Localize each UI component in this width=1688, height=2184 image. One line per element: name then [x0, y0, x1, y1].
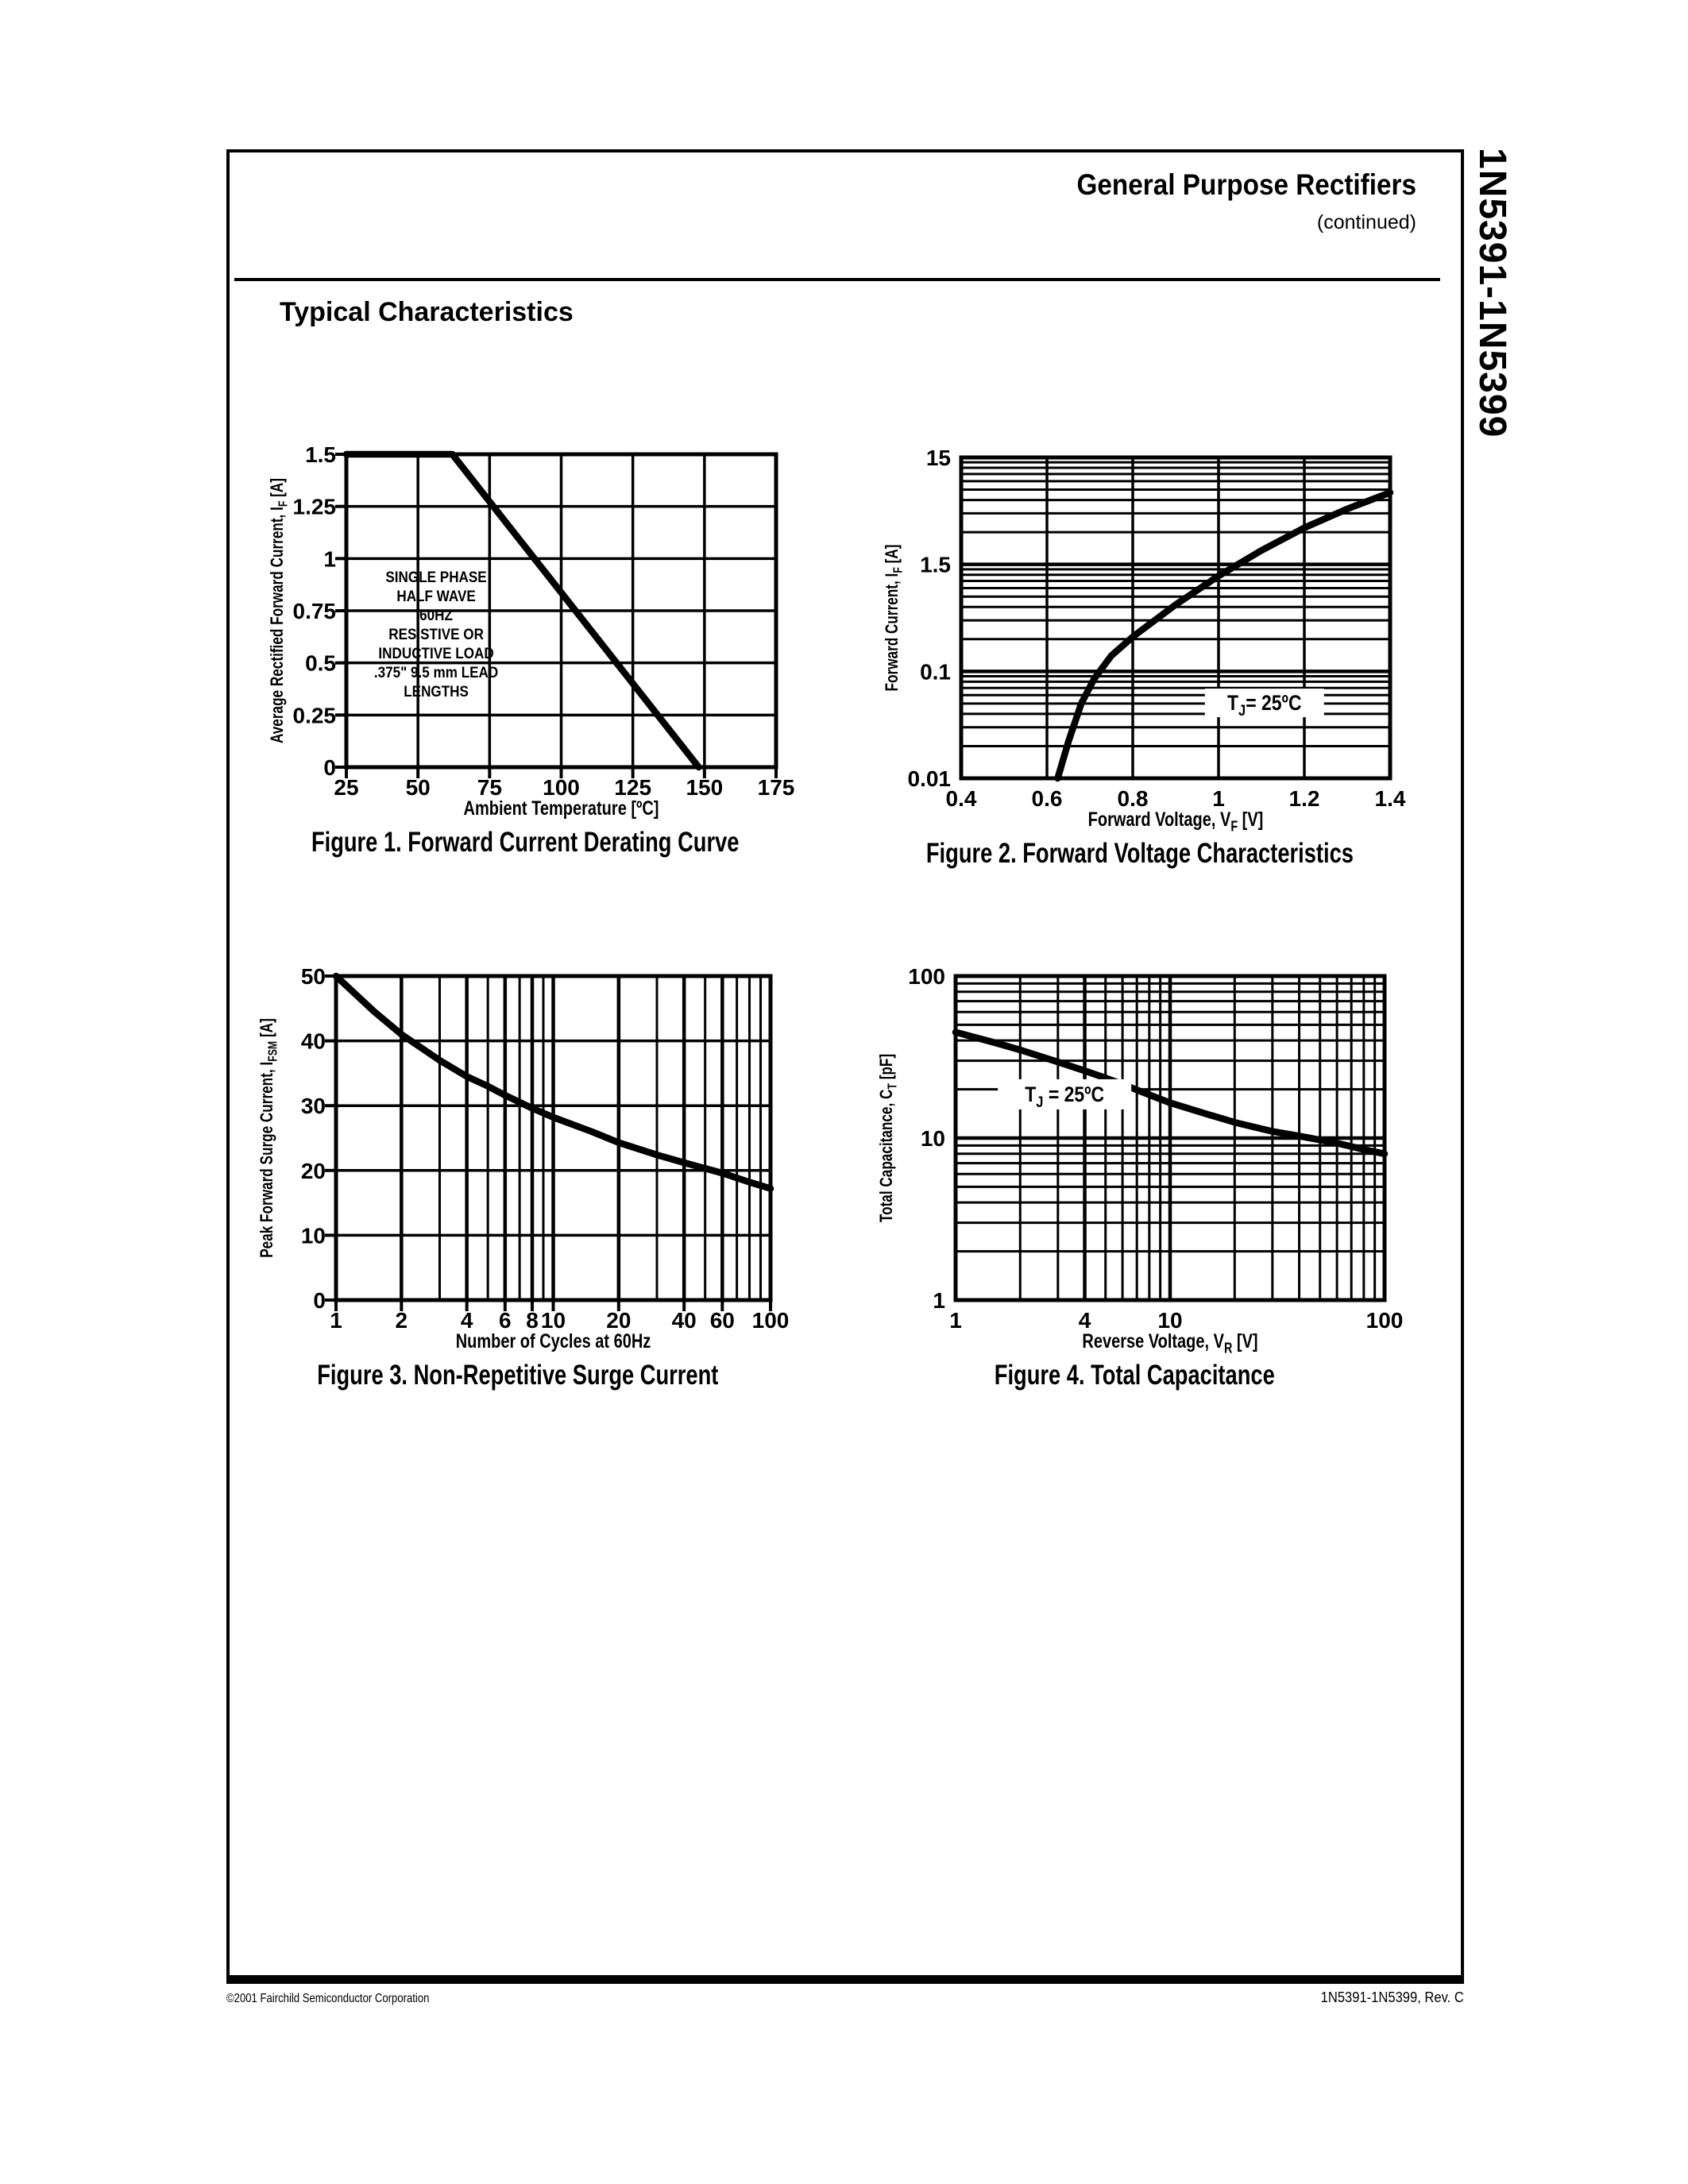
figure-2-x-tick: 0.8 [1118, 786, 1149, 811]
figure-4-caption: Figure 4. Total Capacitance [994, 1360, 1275, 1391]
figure-1-note-line: SINGLE PHASE [385, 569, 486, 586]
figure-4-curve [952, 1028, 1389, 1158]
figure-4-x-tick: 10 [1157, 1308, 1182, 1333]
figure-4-y-title: Total Capacitance, CT [pF] [876, 1054, 900, 1222]
figure-4-y-tick: 1 [933, 1288, 945, 1313]
figure-4-y-tick: 10 [921, 1126, 945, 1151]
figure-2-y-tick: 0.1 [920, 659, 951, 684]
figure-4-annotation: TJ = 25ºC [1025, 1082, 1104, 1111]
figure-3-caption: Figure 3. Non-Repetitive Surge Current [316, 1360, 719, 1391]
figure-1-chart: SINGLE PHASE HALF WAVE 60HZ RESISTIVE OR IND… [267, 442, 795, 820]
figure-1-x-tick: 25 [334, 775, 358, 800]
figure-1-note-line: HALF WAVE [396, 588, 475, 605]
figure-3-x-tick: 100 [752, 1308, 790, 1333]
figure-2-y-tick: 15 [926, 446, 951, 470]
figure-1-note-line: INDUCTIVE LOAD [378, 646, 493, 662]
footer-revision: 1N5391-1N5399, Rev. C [1320, 1989, 1464, 2005]
figure-2-annotation: TJ= 25ºC [1227, 691, 1302, 720]
figure-3-y-tick: 20 [301, 1159, 326, 1183]
figure-1-x-tick: 125 [614, 775, 651, 800]
figure-3-x-tick: 4 [461, 1308, 473, 1333]
header-rule [234, 278, 1440, 281]
figure-4-plot-border [953, 974, 1387, 1302]
figure-2-x-title: Forward Voltage, VF [V] [1088, 808, 1264, 835]
figure-1-x-tick: 75 [477, 775, 502, 800]
figure-1-x-tick: 100 [543, 775, 580, 800]
figure-4-x-tick: 1 [949, 1308, 962, 1333]
figure-2-x-tick: 0.4 [946, 786, 977, 811]
figure-1-x-tick: 150 [686, 775, 723, 800]
figure-1-plot-border [344, 452, 778, 770]
figure-3-y-title: Peak Forward Surge Current, IFSM [A] [257, 1018, 280, 1258]
figure-1-note-line: .375" 9.5 mm LEAD [374, 665, 498, 681]
figure-2-y-tick: 1.5 [920, 553, 951, 577]
figure-2-curve [1054, 488, 1394, 782]
figure-2-y-tick: 0.01 [908, 766, 952, 791]
figure-1-y-tick: 1.25 [293, 495, 337, 519]
figure-3-curve [332, 972, 774, 1192]
figure-3-x-tick: 20 [606, 1308, 631, 1333]
figure-3-x-title: Number of Cycles at 60Hz [456, 1330, 651, 1352]
figure-2-caption: Figure 2. Forward Voltage Characteristic… [925, 838, 1354, 869]
figure-2-y-title: Forward Current, IF [A] [882, 545, 906, 692]
figure-4-y-tick: 100 [908, 964, 945, 989]
figure-3-y-tick: 40 [301, 1029, 326, 1054]
figure-1-x-title: Ambient Temperature [ºC] [464, 797, 659, 820]
figure-3-y-tick: 50 [301, 964, 326, 989]
figure-2-x-tick: 1.2 [1289, 786, 1320, 811]
figure-2-plot-border [959, 455, 1393, 781]
figure-1-caption: Figure 1. Forward Current Derating Curve [311, 827, 740, 858]
figure-3-plot-border [334, 974, 773, 1302]
figure-4-x-tick: 4 [1079, 1308, 1091, 1333]
figure-3-x-tick: 40 [672, 1308, 697, 1333]
figure-3-x-tick: 60 [710, 1308, 735, 1333]
figure-1-y-tick: 0.25 [293, 703, 337, 727]
figure-2-x-tick: 1.4 [1375, 786, 1406, 811]
figure-1-x-tick: 50 [406, 775, 431, 800]
page-title: General Purpose Rectifiers [1039, 170, 1416, 199]
figure-1-x-tick: 175 [758, 775, 795, 800]
figure-3-x-tick: 2 [396, 1308, 408, 1333]
figure-3-x-tick: 1 [330, 1308, 342, 1333]
figure-3-x-tick: 6 [499, 1308, 512, 1333]
figure-1-y-tick: 1 [323, 546, 336, 571]
figure-3-y-tick: 10 [301, 1223, 326, 1248]
figure-1-note-line: LENGTHS [404, 684, 469, 700]
page-title-text: General Purpose Rectifiers [1076, 168, 1416, 201]
figure-3-x-tick: 8 [526, 1308, 539, 1333]
figure-1-y-tick: 0.75 [293, 599, 337, 623]
figure-2-x-tick: 0.6 [1032, 786, 1063, 811]
figure-1-note-line: RESISTIVE OR [388, 627, 484, 643]
figure-2-x-tick: 1 [1212, 786, 1225, 811]
footer-copyright: ©2001 Fairchild Semiconductor Corporatio… [226, 1992, 430, 2005]
figure-1-y-title: Average Rectified Forward Current, IF [A… [267, 478, 291, 743]
page-border [226, 149, 1464, 1984]
figure-2-chart: TJ= 25ºC 0.4 0.6 0.8 1 1.2 1.4 0.01 0.1 1.5 15 Forw… [882, 446, 1406, 835]
figure-4-annotation-box [998, 1078, 1132, 1109]
figure-4-chart: TJ = 25ºC 1 4 10 100 1 10 100 Reverse Voltage, V… [876, 964, 1404, 1356]
figure-2-annotation-box [1204, 689, 1324, 718]
figure-4-x-title: Reverse Voltage, VR [V] [1082, 1330, 1257, 1356]
figure-3-x-tick: 10 [541, 1308, 566, 1333]
header-subtitle: (continued) [1316, 211, 1416, 233]
figure-1-y-tick: 0 [323, 755, 336, 780]
side-part-number: 1N5391-1N5399 [1471, 148, 1513, 438]
figure-4-x-tick: 100 [1366, 1308, 1404, 1333]
figure-3-y-tick: 30 [301, 1094, 326, 1118]
figure-3-y-tick: 0 [313, 1288, 326, 1313]
figure-1-note-line: 60HZ [419, 608, 453, 624]
figure-1-y-tick: 1.5 [305, 442, 336, 467]
section-title: Typical Characteristics [280, 297, 574, 327]
figure-1-y-tick: 0.5 [305, 651, 336, 676]
